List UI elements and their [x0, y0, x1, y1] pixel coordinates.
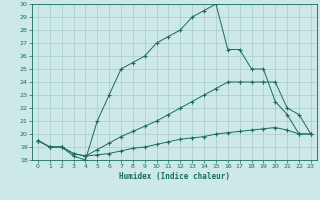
X-axis label: Humidex (Indice chaleur): Humidex (Indice chaleur): [119, 172, 230, 181]
